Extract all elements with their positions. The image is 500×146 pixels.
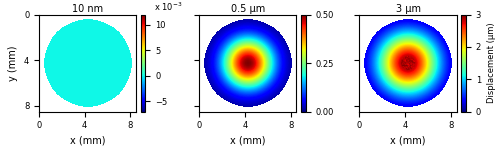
X-axis label: x (mm): x (mm)	[230, 136, 266, 146]
Y-axis label: y (mm): y (mm)	[8, 45, 18, 81]
Text: x 10$^{-3}$: x 10$^{-3}$	[154, 0, 182, 13]
X-axis label: x (mm): x (mm)	[390, 136, 426, 146]
Title: 0.5 μm: 0.5 μm	[230, 4, 265, 14]
X-axis label: x (mm): x (mm)	[70, 136, 106, 146]
Title: 10 nm: 10 nm	[72, 4, 103, 14]
Y-axis label: Displacement (μm): Displacement (μm)	[486, 23, 496, 103]
Title: 3 μm: 3 μm	[396, 4, 420, 14]
